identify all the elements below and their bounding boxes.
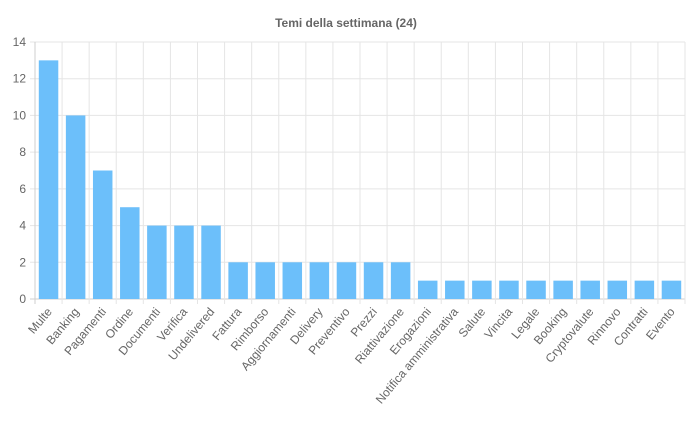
bar-vincita[interactable] bbox=[499, 280, 519, 299]
bar-verifica[interactable] bbox=[174, 225, 194, 299]
bar-legale[interactable] bbox=[526, 280, 546, 299]
bar-delivery[interactable] bbox=[309, 262, 330, 299]
bar-pagamenti[interactable] bbox=[92, 170, 113, 300]
bar-booking[interactable] bbox=[553, 280, 573, 299]
y-tick-label: 10 bbox=[13, 108, 27, 122]
bar-notifica-amministrativa[interactable] bbox=[445, 280, 465, 299]
y-tick-label: 6 bbox=[19, 182, 26, 196]
y-axis-ticks: 0 2 4 6 8 10 12 14 bbox=[13, 35, 27, 306]
bar-salute[interactable] bbox=[472, 280, 492, 299]
y-tick-label: 0 bbox=[19, 292, 26, 306]
bar-ordine[interactable] bbox=[120, 207, 140, 299]
y-tick-label: 8 bbox=[19, 145, 26, 159]
x-tick-label: Evento bbox=[643, 305, 678, 343]
bar-prezzi[interactable] bbox=[363, 262, 384, 299]
bar-aggiornamenti[interactable] bbox=[282, 262, 303, 299]
grid-lines bbox=[30, 41, 686, 304]
bar-undelivered[interactable] bbox=[201, 225, 221, 299]
bar-evento[interactable] bbox=[661, 280, 682, 299]
bars bbox=[38, 60, 682, 300]
bar-banking[interactable] bbox=[65, 115, 86, 299]
bar-erogazioni[interactable] bbox=[417, 280, 438, 299]
bar-documenti[interactable] bbox=[147, 225, 167, 299]
x-axis-ticks: MulteBankingPagamentiOrdineDocumentiVeri… bbox=[25, 305, 678, 407]
y-tick-label: 2 bbox=[19, 255, 26, 269]
bar-contratti[interactable] bbox=[634, 280, 655, 299]
bar-riattivazione[interactable] bbox=[390, 262, 411, 299]
bar-rimborso[interactable] bbox=[255, 262, 275, 299]
chart-title: Temi della settimana (24) bbox=[275, 16, 417, 30]
y-tick-label: 4 bbox=[19, 219, 26, 233]
bar-multe[interactable] bbox=[38, 60, 59, 299]
bar-rinnovo[interactable] bbox=[607, 280, 628, 299]
y-tick-label: 12 bbox=[13, 72, 27, 86]
bar-fattura[interactable] bbox=[228, 262, 248, 299]
bar-cryptovalute[interactable] bbox=[580, 280, 600, 299]
bar-preventivo[interactable] bbox=[336, 262, 357, 299]
y-tick-label: 14 bbox=[13, 35, 27, 49]
x-tick-label: Vincita bbox=[482, 305, 516, 342]
